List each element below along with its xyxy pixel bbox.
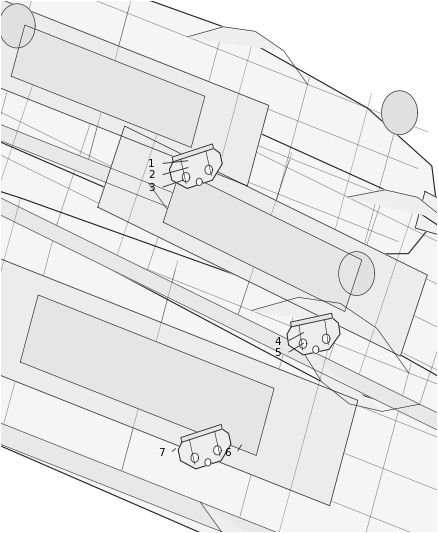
Polygon shape	[200, 502, 311, 533]
Polygon shape	[11, 25, 205, 148]
Text: 1: 1	[148, 159, 155, 168]
Polygon shape	[163, 171, 362, 312]
Polygon shape	[187, 27, 283, 51]
Text: 4: 4	[275, 337, 281, 347]
Polygon shape	[0, 3, 438, 440]
Polygon shape	[0, 108, 438, 533]
Polygon shape	[181, 424, 222, 442]
Polygon shape	[347, 190, 438, 220]
Polygon shape	[415, 191, 438, 252]
Polygon shape	[287, 318, 340, 355]
Polygon shape	[205, 459, 211, 466]
Polygon shape	[148, 183, 233, 241]
Text: 7: 7	[158, 448, 165, 458]
Text: 2: 2	[148, 171, 155, 180]
Text: 6: 6	[224, 448, 231, 458]
Polygon shape	[299, 345, 382, 411]
Polygon shape	[381, 91, 417, 135]
Polygon shape	[299, 339, 307, 349]
Polygon shape	[214, 446, 221, 455]
Polygon shape	[251, 297, 377, 328]
Polygon shape	[205, 165, 212, 174]
Polygon shape	[170, 149, 222, 189]
Text: 3: 3	[148, 183, 155, 193]
Polygon shape	[0, 245, 358, 506]
Polygon shape	[313, 346, 319, 353]
Polygon shape	[0, 4, 35, 48]
Polygon shape	[0, 346, 436, 533]
Polygon shape	[172, 144, 213, 161]
Polygon shape	[290, 313, 332, 327]
Polygon shape	[322, 334, 330, 343]
Polygon shape	[0, 0, 438, 254]
Text: 5: 5	[275, 349, 281, 359]
Polygon shape	[191, 453, 198, 462]
Polygon shape	[98, 126, 427, 356]
Polygon shape	[178, 429, 231, 469]
Polygon shape	[0, 196, 438, 449]
Polygon shape	[182, 173, 190, 182]
Polygon shape	[0, 0, 269, 186]
Polygon shape	[339, 252, 374, 295]
Polygon shape	[20, 295, 274, 455]
Polygon shape	[196, 178, 202, 185]
Polygon shape	[0, 64, 328, 269]
